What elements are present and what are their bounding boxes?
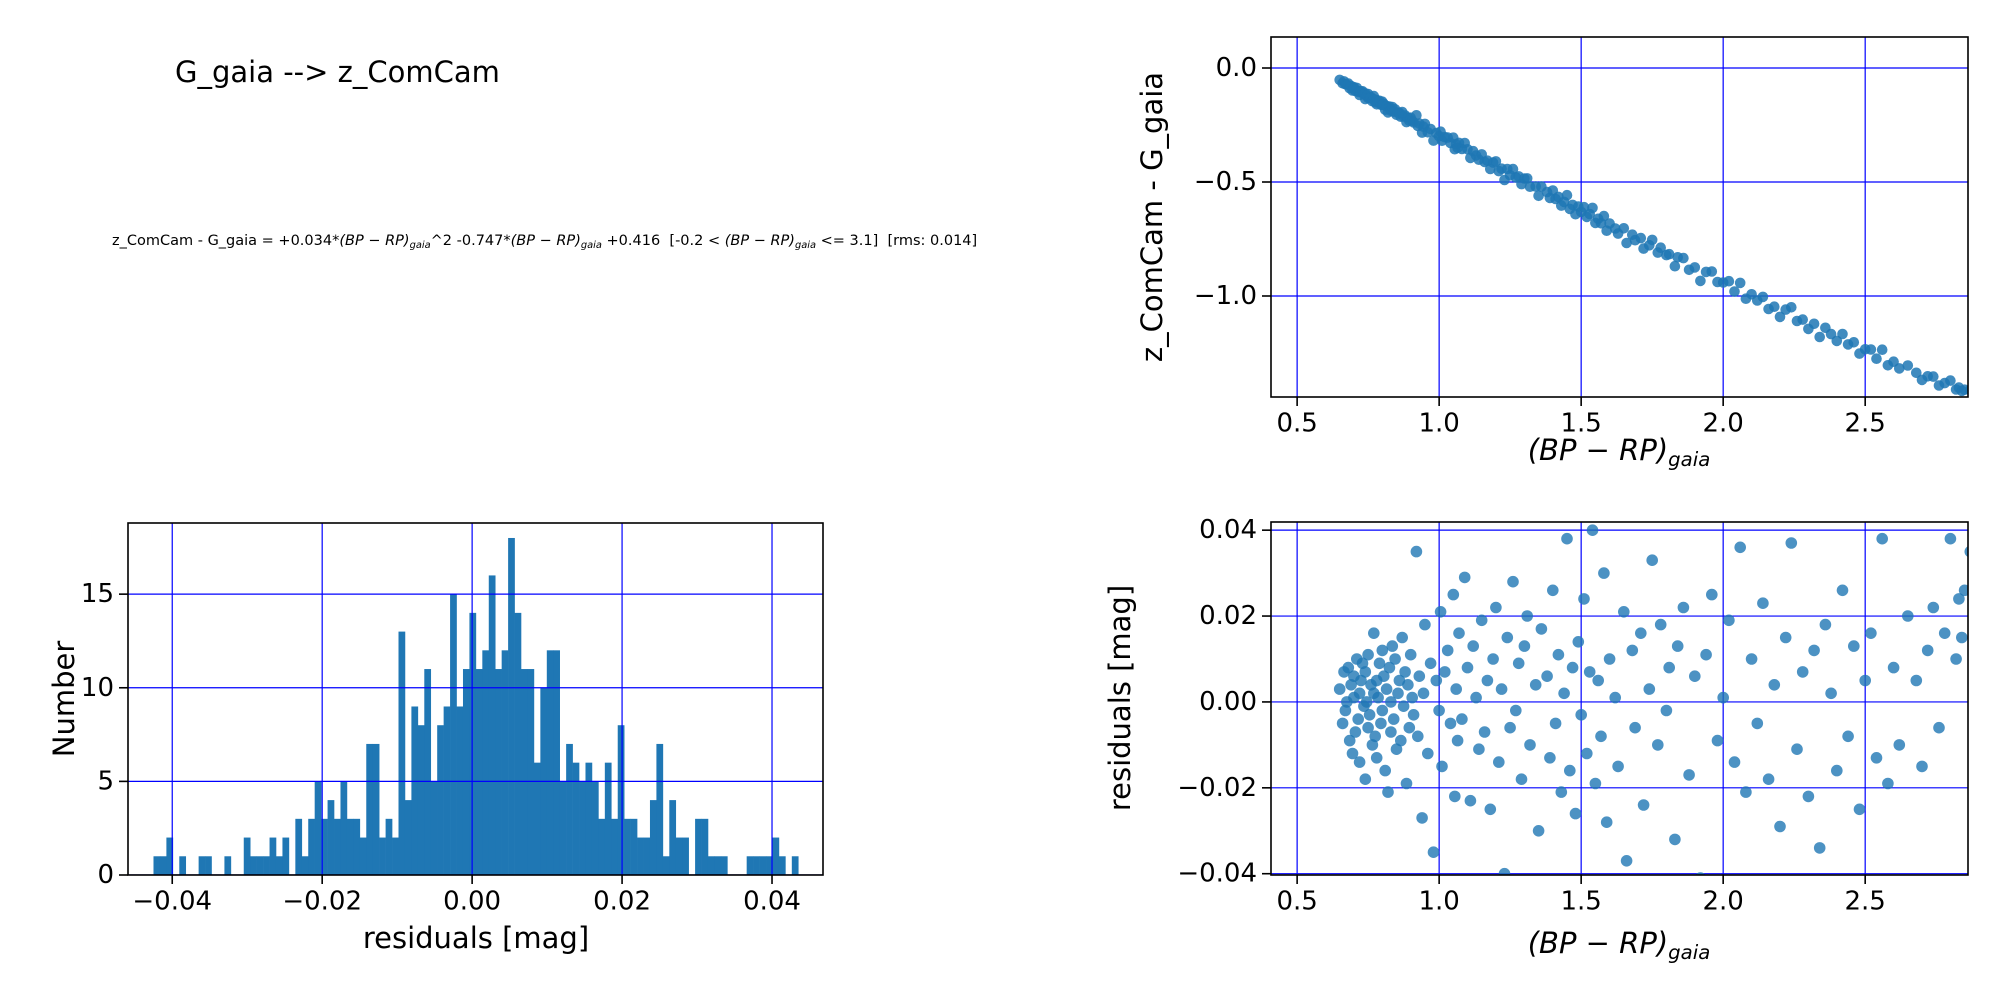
plot-content (1271, 37, 1968, 397)
grid-lines (1271, 37, 1968, 397)
math-segment: gaia (1668, 940, 1711, 964)
x-tick-label: 2.0 (1702, 886, 1743, 916)
math-segment: <= 3.1] [rms: 0.014] (816, 233, 978, 249)
math-segment: BP − RP (516, 233, 576, 249)
y-tick-label: 10 (81, 673, 114, 703)
y-tick-label: −1.0 (1194, 281, 1257, 311)
scatter-points (1334, 74, 1968, 397)
scatter1-xlabel: (BP − RP)gaia (1528, 433, 1711, 471)
y-tick-label: 0.0 (1216, 53, 1257, 83)
x-tick-label: −0.02 (282, 886, 362, 916)
y-tick-label: −0.02 (1177, 773, 1257, 803)
scatter-points (1333, 524, 1968, 875)
math-segment: +0.416 [-0.2 < (601, 233, 725, 249)
hist-bars (153, 537, 799, 875)
plot-content (1271, 522, 1968, 875)
x-tick-label: −0.04 (132, 886, 212, 916)
plot-border (1270, 36, 1969, 398)
y-tick-label: 0.04 (1199, 515, 1257, 545)
math-segment: z_ComCam - G_gaia = +0.034* (112, 233, 340, 249)
math-segment: ( (724, 233, 731, 249)
x-tick-label: 2.5 (1845, 408, 1886, 438)
math-segment: ) (403, 233, 410, 249)
x-tick-label: 0.5 (1276, 886, 1317, 916)
x-tick-label: 1.5 (1560, 408, 1601, 438)
math-segment: gaia (409, 239, 431, 251)
scatter2-xlabel: (BP − RP)gaia (1528, 926, 1711, 964)
x-tick-label: 1.0 (1418, 408, 1459, 438)
y-tick-label: −0.04 (1177, 859, 1257, 889)
axis-ticks: 0.5 1.0 1.5 2.0 2.5 0.0 −0.5 −1.0 (1194, 53, 1886, 438)
y-tick-label: −0.5 (1194, 167, 1257, 197)
x-tick-label: 0.04 (743, 886, 801, 916)
x-tick-label: 1.0 (1418, 886, 1459, 916)
x-tick-label: 1.5 (1560, 886, 1601, 916)
plot-border (1270, 521, 1969, 876)
x-tick-label: 0.02 (593, 886, 651, 916)
axis-ticks: −0.04 −0.02 0.00 0.02 0.04 0 5 10 15 (81, 579, 801, 916)
residuals-vs-color-scatter-plot: 0.5 1.0 1.5 2.0 2.5 0.04 0.02 0.00 −0.02 −0.04 (1177, 515, 1969, 916)
x-tick-label: 2.0 (1702, 408, 1743, 438)
y-tick-label: 15 (81, 579, 114, 609)
axis-ticks: 0.5 1.0 1.5 2.0 2.5 0.04 0.02 0.00 −0.02 −0.04 (1177, 515, 1886, 916)
y-tick-label: 0.02 (1199, 601, 1257, 631)
x-tick-label: 0.5 (1276, 408, 1317, 438)
math-segment: gaia (580, 239, 602, 251)
math-segment: BP − RP (1539, 926, 1657, 961)
math-segment: ( (510, 233, 517, 249)
x-tick-label: 2.5 (1845, 886, 1886, 916)
math-segment: ) (1656, 433, 1669, 468)
math-segment: ( (1527, 926, 1540, 961)
math-segment: ( (1527, 433, 1540, 468)
y-tick-label: 0.00 (1199, 687, 1257, 717)
figure-title: G_gaia --> z_ComCam (175, 55, 500, 89)
math-segment: gaia (1668, 447, 1711, 471)
fit-equation: z_ComCam - G_gaia = +0.034*(BP − RP)gaia… (112, 233, 977, 251)
math-segment: ( (339, 233, 346, 249)
plot-content (128, 523, 823, 875)
color-magdiff-scatter-plot: 0.5 1.0 1.5 2.0 2.5 0.0 −0.5 −1.0 (1194, 36, 1969, 438)
residuals-histogram-plot: −0.04 −0.02 0.00 0.02 0.04 0 5 10 15 (81, 522, 824, 916)
math-segment: BP − RP (345, 233, 404, 249)
math-segment: gaia (794, 239, 817, 251)
math-segment: ) (789, 233, 795, 249)
x-tick-label: 0.00 (443, 886, 501, 916)
math-segment: ^2 -0.747* (430, 233, 511, 249)
math-segment: BP − RP (1539, 433, 1657, 468)
math-segment: ) (1656, 926, 1669, 961)
y-tick-label: 0 (97, 860, 114, 890)
histogram-xlabel: residuals [mag] (362, 921, 590, 955)
math-segment: BP − RP (730, 233, 790, 249)
plot-border (127, 522, 824, 876)
grid-lines (128, 523, 823, 875)
math-segment: ) (575, 233, 581, 249)
y-tick-label: 5 (97, 766, 114, 796)
